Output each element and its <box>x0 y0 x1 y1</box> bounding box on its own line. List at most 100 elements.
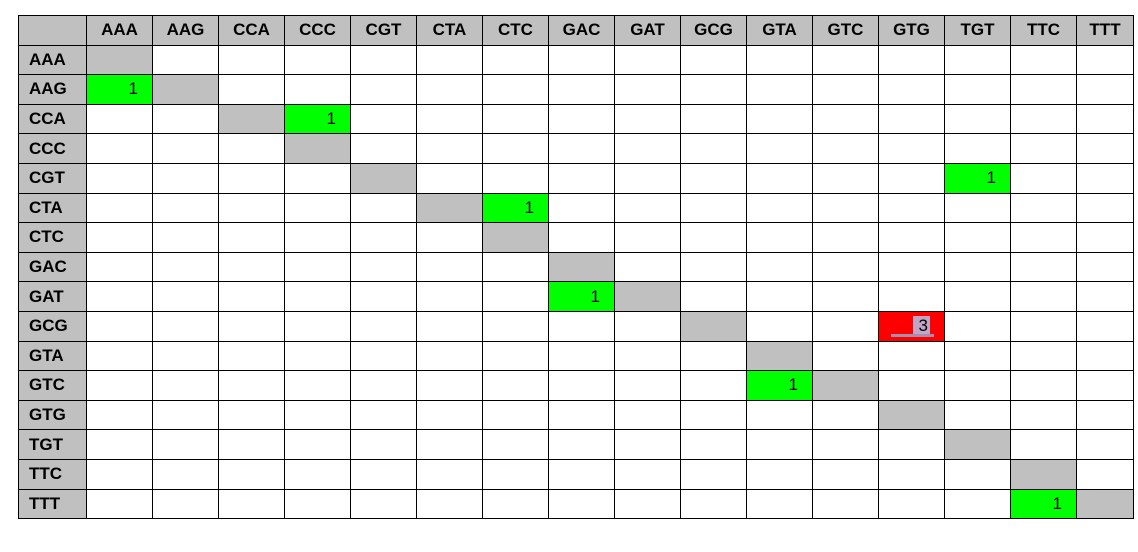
empty-cell <box>86 162 153 194</box>
empty-cell <box>350 133 417 164</box>
empty-cell <box>218 133 285 164</box>
empty-cell <box>746 74 813 105</box>
empty-cell <box>680 370 747 401</box>
empty-cell <box>614 458 681 490</box>
empty-cell <box>152 222 219 253</box>
table-row: CTA 1 <box>18 192 1134 224</box>
empty-cell <box>1010 74 1077 105</box>
empty-cell <box>416 458 483 490</box>
empty-cell <box>482 281 549 312</box>
diagonal-cell <box>1010 458 1077 490</box>
codon-matrix: AAA AAG CCA CCC CGT CTA CTC GAC GAT GCG GTA GTC GTG T… <box>18 15 1134 520</box>
diagonal-cell <box>482 222 549 253</box>
diagonal-cell <box>614 281 681 312</box>
empty-cell <box>350 429 417 460</box>
empty-cell <box>350 74 417 105</box>
empty-cell <box>284 310 351 342</box>
row-header-gcg: GCG <box>18 310 87 342</box>
empty-cell <box>944 251 1011 283</box>
empty-cell <box>152 340 219 372</box>
empty-cell <box>284 399 351 431</box>
empty-cell <box>944 458 1011 490</box>
empty-cell <box>746 44 813 76</box>
empty-cell <box>350 281 417 312</box>
empty-cell <box>416 488 483 520</box>
table-row: TGT <box>18 429 1134 460</box>
empty-cell <box>1076 192 1134 224</box>
empty-cell <box>416 44 483 76</box>
diagonal-cell <box>1076 488 1134 520</box>
empty-cell <box>614 429 681 460</box>
empty-cell <box>86 370 153 401</box>
empty-cell <box>482 251 549 283</box>
empty-cell <box>1010 310 1077 342</box>
empty-cell <box>746 103 813 135</box>
col-header-ccc: CCC <box>284 15 351 46</box>
empty-cell <box>680 488 747 520</box>
empty-cell <box>548 429 615 460</box>
empty-cell <box>812 44 879 76</box>
empty-cell <box>614 192 681 224</box>
empty-cell <box>86 488 153 520</box>
empty-cell <box>416 133 483 164</box>
col-header-gat: GAT <box>614 15 681 46</box>
empty-cell <box>284 222 351 253</box>
empty-cell <box>878 162 945 194</box>
empty-cell <box>878 370 945 401</box>
empty-cell <box>284 429 351 460</box>
empty-cell <box>614 162 681 194</box>
empty-cell <box>944 340 1011 372</box>
empty-cell <box>350 251 417 283</box>
empty-cell <box>1010 370 1077 401</box>
empty-cell <box>482 488 549 520</box>
row-header-gta: GTA <box>18 340 87 372</box>
empty-cell <box>1076 222 1134 253</box>
col-header-cca: CCA <box>218 15 285 46</box>
empty-cell <box>416 399 483 431</box>
empty-cell <box>1010 251 1077 283</box>
empty-cell <box>944 44 1011 76</box>
empty-cell <box>812 192 879 224</box>
table-row: TTC <box>18 458 1134 490</box>
row-header-cta: CTA <box>18 192 87 224</box>
empty-cell <box>1010 103 1077 135</box>
empty-cell <box>878 281 945 312</box>
empty-cell <box>614 310 681 342</box>
empty-cell <box>284 162 351 194</box>
empty-cell <box>218 222 285 253</box>
empty-cell <box>878 44 945 76</box>
row-header-tgt: TGT <box>18 429 87 460</box>
row-header-gac: GAC <box>18 251 87 283</box>
empty-cell <box>812 458 879 490</box>
count-cell: 1 <box>746 370 813 401</box>
empty-cell <box>218 458 285 490</box>
col-header-ctc: CTC <box>482 15 549 46</box>
empty-cell <box>482 44 549 76</box>
table-row: CTC <box>18 222 1134 253</box>
count-cell: 1 <box>86 74 153 105</box>
empty-cell <box>878 429 945 460</box>
empty-cell <box>680 399 747 431</box>
empty-cell <box>680 44 747 76</box>
empty-cell <box>944 222 1011 253</box>
empty-cell <box>218 192 285 224</box>
empty-cell <box>416 222 483 253</box>
row-header-ttt: TTT <box>18 488 87 520</box>
table-row: GAT 1 <box>18 281 1134 312</box>
empty-cell <box>680 429 747 460</box>
empty-cell <box>812 103 879 135</box>
empty-cell <box>812 251 879 283</box>
diagonal-cell <box>812 370 879 401</box>
empty-cell <box>86 103 153 135</box>
empty-cell <box>86 192 153 224</box>
diagonal-cell <box>218 103 285 135</box>
table-row: CGT 1 <box>18 162 1134 194</box>
empty-cell <box>416 429 483 460</box>
empty-cell <box>1076 103 1134 135</box>
empty-cell <box>1076 133 1134 164</box>
count-cell: 1 <box>482 192 549 224</box>
empty-cell <box>350 399 417 431</box>
empty-cell <box>548 103 615 135</box>
col-header-gtc: GTC <box>812 15 879 46</box>
empty-cell <box>284 370 351 401</box>
